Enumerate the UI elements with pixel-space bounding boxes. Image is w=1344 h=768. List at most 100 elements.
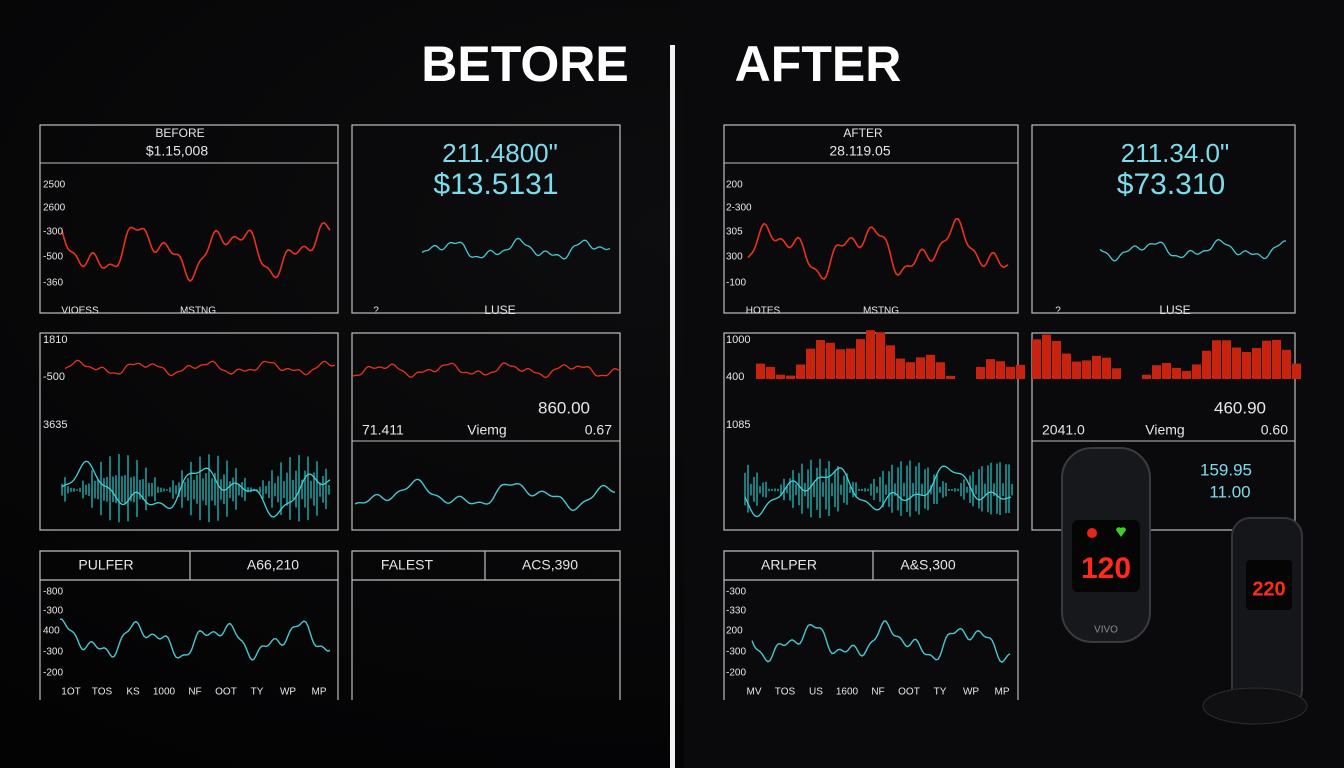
xlabels-5: OOT <box>215 687 237 698</box>
header-0: PULFER <box>78 557 133 573</box>
ylabels-1: 400 <box>726 371 744 383</box>
bar <box>996 361 1005 379</box>
icon <box>1087 528 1097 538</box>
waveform <box>421 237 611 260</box>
panel <box>39 124 339 314</box>
ylabels-0: 1000 <box>726 334 750 346</box>
row-1: Viemg <box>1145 422 1184 438</box>
panel2-line1: 211.34.0" <box>1121 138 1230 168</box>
bar <box>1172 367 1181 379</box>
ylabels-3: -300 <box>726 647 746 658</box>
bar <box>1102 357 1111 379</box>
xlabels-1: TOS <box>92 687 113 698</box>
xlabels-1: MSTNG <box>863 306 899 317</box>
row-2: 0.67 <box>585 422 612 438</box>
xlabels-7: WP <box>280 687 296 698</box>
ylabels-2: 400 <box>43 626 60 637</box>
panel <box>1031 124 1296 314</box>
bar <box>1282 349 1291 379</box>
xlabels-3: 1000 <box>153 687 176 698</box>
panel1-value: 28.119.05 <box>829 143 890 159</box>
bar <box>766 366 775 379</box>
xlabels-8: MP <box>995 687 1010 698</box>
waveform <box>744 465 1012 518</box>
bar <box>1142 374 1151 379</box>
bar <box>1292 363 1301 379</box>
waveform <box>59 618 331 661</box>
header-lefttitle: BETORE <box>421 36 628 92</box>
panel-rule <box>40 551 338 581</box>
bar <box>846 348 855 379</box>
bar <box>896 358 905 379</box>
bar <box>1042 334 1051 379</box>
bar <box>936 362 945 379</box>
bar <box>986 359 995 379</box>
xlabels-2: KS <box>126 687 140 698</box>
waveform <box>61 460 331 518</box>
ylabels-4: -200 <box>726 668 746 679</box>
xlabels-6: TY <box>934 687 947 698</box>
ylabels-3: -500 <box>43 252 63 263</box>
ylabels-2: 3635 <box>43 419 67 431</box>
bar <box>1222 340 1231 379</box>
bar <box>1202 350 1211 379</box>
panel2-line2: $73.310 <box>1117 168 1225 201</box>
panel-rule <box>352 551 620 581</box>
xlabels-0: HOTES <box>746 306 781 317</box>
bar <box>856 339 865 379</box>
xlabels-4: NF <box>188 687 201 698</box>
panel <box>351 332 621 531</box>
xlabels-1: LUSE <box>1159 303 1190 317</box>
ylabels-4: -200 <box>43 668 63 679</box>
bar <box>1072 361 1081 379</box>
band-body <box>1231 517 1303 709</box>
header-1: A&S,300 <box>900 557 955 573</box>
header-1: ACS,390 <box>522 557 578 573</box>
bar <box>886 345 895 379</box>
ylabels-0: -800 <box>43 587 63 598</box>
bar <box>756 363 765 379</box>
row-0: 71.411 <box>362 422 404 438</box>
panel4-value: 460.90 <box>1214 398 1266 417</box>
panel <box>723 124 1019 314</box>
bar <box>1082 360 1091 379</box>
xlabels-1: MSTNG <box>180 306 216 317</box>
bar <box>1162 362 1171 379</box>
xlabels-8: MP <box>312 687 327 698</box>
xlabels-4: NF <box>871 687 884 698</box>
xlabels-5: OOT <box>898 687 920 698</box>
panel1-value: $1.15,008 <box>146 143 208 159</box>
bar <box>816 340 825 379</box>
ylabels-1: -500 <box>43 371 65 383</box>
panels <box>39 124 1296 700</box>
waveform <box>1099 238 1286 262</box>
panel <box>351 550 621 700</box>
bar <box>836 349 845 379</box>
xlabels-2: US <box>809 687 823 698</box>
waveform <box>61 454 330 523</box>
panel2-line1: 211.4800" <box>442 138 558 168</box>
waveform <box>61 221 331 283</box>
bar <box>926 354 935 379</box>
xlabels-1: TOS <box>775 687 796 698</box>
ylabels-0: 1810 <box>43 334 67 346</box>
extra-1: 11.00 <box>1209 482 1250 501</box>
xlabels-6: TY <box>251 687 264 698</box>
ylabels-4: -100 <box>726 278 746 289</box>
bar <box>1192 364 1201 379</box>
waveform <box>751 620 1011 663</box>
ylabels-1: -300 <box>43 606 63 617</box>
row-2: 0.60 <box>1261 422 1288 438</box>
bar <box>1062 353 1071 379</box>
bar <box>866 330 875 379</box>
waveforms <box>59 217 1301 663</box>
divider <box>670 45 675 768</box>
panel <box>351 124 621 314</box>
ylabels-1: 2-300 <box>726 203 752 214</box>
bar <box>1272 339 1281 379</box>
panel <box>1031 332 1296 531</box>
header-0: ARLPER <box>761 557 817 573</box>
bar <box>1052 341 1061 379</box>
ylabels-3: -300 <box>43 647 63 658</box>
waveform <box>747 217 1009 280</box>
